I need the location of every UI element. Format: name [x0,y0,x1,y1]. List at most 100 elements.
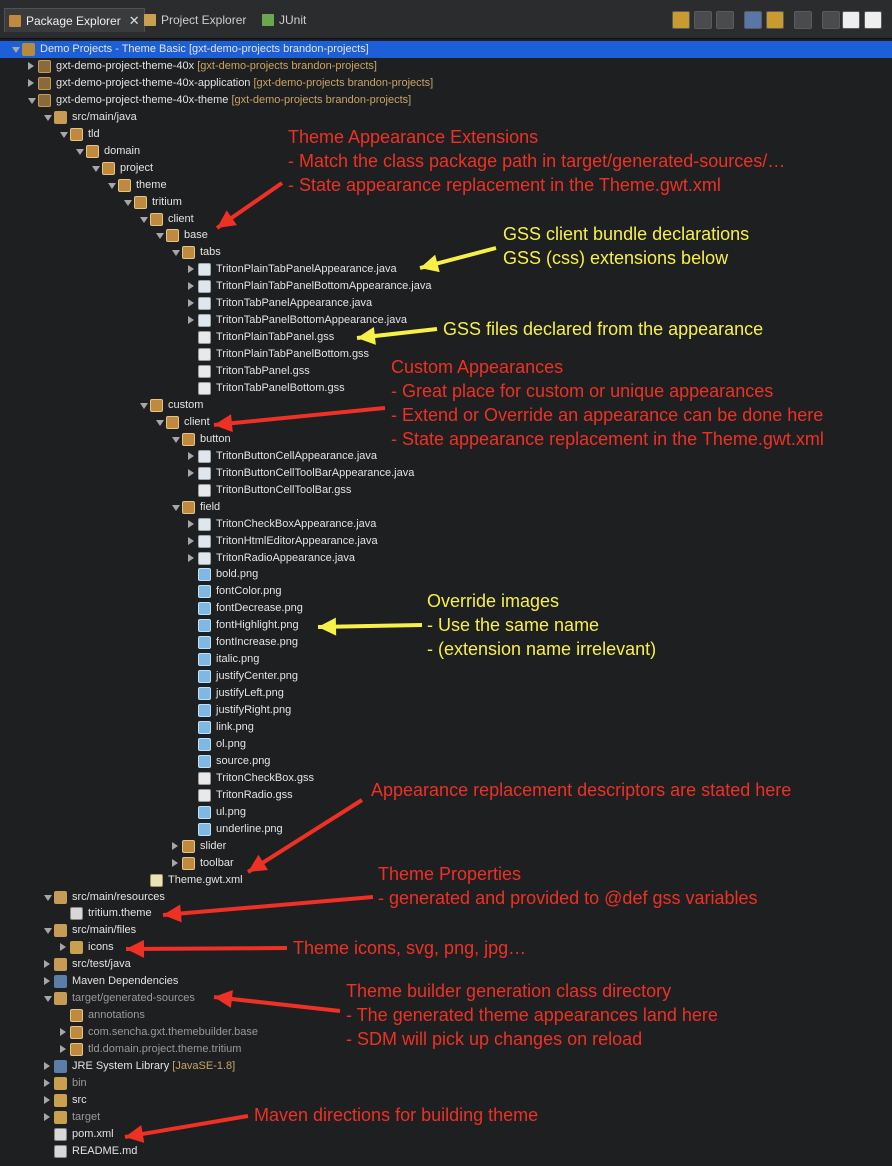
expand-right-arrow-icon[interactable] [188,553,194,562]
tree-row[interactable]: icons [0,939,892,956]
expand-right-arrow-icon[interactable] [188,299,194,308]
tree-row[interactable]: ul.png [0,804,892,821]
expand-right-arrow-icon[interactable] [188,265,194,274]
tree-row[interactable]: project [0,160,892,177]
expand-down-arrow-icon[interactable] [76,148,84,155]
tree-row[interactable]: Theme.gwt.xml [0,872,892,889]
tree-row[interactable]: domain [0,143,892,160]
expand-right-arrow-icon[interactable] [44,960,50,969]
tree-row[interactable]: base [0,227,892,244]
expand-down-arrow-icon[interactable] [44,928,52,935]
expand-down-arrow-icon[interactable] [172,436,180,443]
expand-right-arrow-icon[interactable] [44,1062,50,1070]
tree-row[interactable]: README.md [0,1143,892,1160]
expand-right-arrow-icon[interactable] [188,451,194,460]
tree-row[interactable]: fontDecrease.png [0,600,892,617]
expand-down-arrow-icon[interactable] [28,97,36,104]
tree-row[interactable]: field [0,499,892,516]
expand-right-arrow-icon[interactable] [44,977,50,986]
back-arrow-icon[interactable] [672,11,690,29]
collapse-all-icon[interactable] [744,11,762,29]
expand-down-arrow-icon[interactable] [140,402,148,409]
tree-row[interactable]: button [0,431,892,448]
tree-row[interactable]: justifyCenter.png [0,668,892,685]
tree-row[interactable]: fontColor.png [0,583,892,600]
expand-down-arrow-icon[interactable] [12,47,20,53]
tree-row[interactable]: toolbar [0,855,892,872]
tree-row[interactable]: gxt-demo-project-theme-40x-theme [gxt-de… [0,92,892,109]
expand-right-arrow-icon[interactable] [44,1112,50,1121]
tree-row[interactable]: TritonTabPanelBottomAppearance.java [0,312,892,329]
minimize-icon[interactable] [842,11,860,29]
expand-down-arrow-icon[interactable] [124,199,132,206]
close-icon[interactable]: ✕ [128,12,140,28]
expand-down-arrow-icon[interactable] [44,996,52,1003]
tree-row[interactable]: slider [0,838,892,855]
tree-row[interactable]: com.sencha.gxt.themebuilder.base [0,1024,892,1041]
tree-row[interactable]: src/main/files [0,922,892,939]
tree-row[interactable]: source.png [0,753,892,770]
tree-row[interactable]: src [0,1092,892,1109]
expand-down-arrow-icon[interactable] [172,504,180,511]
up-folder-icon[interactable] [716,11,734,29]
tree-row[interactable]: gxt-demo-project-theme-40x [gxt-demo-pro… [0,58,892,75]
tree-row[interactable]: Demo Projects - Theme Basic [gxt-demo-pr… [0,41,892,58]
tree-row[interactable]: client [0,211,892,228]
tab-junit[interactable]: JUnit [262,9,306,31]
tree-row[interactable]: TritonRadio.gss [0,787,892,804]
tree-row[interactable]: underline.png [0,821,892,838]
expand-down-arrow-icon[interactable] [44,114,52,121]
tree-row[interactable]: tritium.theme [0,905,892,922]
tree-row[interactable]: TritonPlainTabPanelAppearance.java [0,261,892,278]
expand-right-arrow-icon[interactable] [172,858,178,867]
expand-right-arrow-icon[interactable] [28,78,34,87]
link-with-editor-icon[interactable] [766,11,784,29]
tree-row[interactable]: TritonButtonCellAppearance.java [0,448,892,465]
forward-arrow-icon[interactable] [694,11,712,29]
tree-row[interactable]: TritonPlainTabPanel.gss [0,329,892,346]
tree-row[interactable]: TritonTabPanelAppearance.java [0,295,892,312]
tree-row[interactable]: tabs [0,244,892,261]
tree-row[interactable]: tritium [0,194,892,211]
tree-row[interactable]: custom [0,397,892,414]
focus-on-working-set-icon[interactable] [794,11,812,29]
tree-row[interactable]: link.png [0,719,892,736]
expand-down-arrow-icon[interactable] [44,894,52,901]
tree-row[interactable]: TritonButtonCellToolBar.gss [0,482,892,499]
tree-row[interactable]: Maven Dependencies [0,973,892,990]
tree-row[interactable]: JRE System Library [JavaSE-1.8] [0,1058,892,1075]
expand-right-arrow-icon[interactable] [188,468,194,477]
tree-row[interactable]: TritonRadioAppearance.java [0,550,892,567]
expand-right-arrow-icon[interactable] [60,1045,66,1054]
tree-row[interactable]: src/main/resources [0,889,892,906]
tab-package-explorer[interactable]: Package Explorer ✕ [4,8,145,32]
tree-row[interactable]: justifyRight.png [0,702,892,719]
tree-row[interactable]: TritonCheckBoxAppearance.java [0,516,892,533]
tree-row[interactable]: TritonPlainTabPanelBottom.gss [0,346,892,363]
expand-right-arrow-icon[interactable] [188,316,194,325]
tree-row[interactable]: justifyLeft.png [0,685,892,702]
tree-row[interactable]: target/generated-sources [0,990,892,1007]
tree-row[interactable]: TritonTabPanelBottom.gss [0,380,892,397]
tree-row[interactable]: italic.png [0,651,892,668]
tree-row[interactable]: pom.xml [0,1126,892,1143]
expand-right-arrow-icon[interactable] [172,841,178,850]
expand-right-arrow-icon[interactable] [188,536,194,545]
expand-right-arrow-icon[interactable] [188,282,194,291]
expand-down-arrow-icon[interactable] [60,131,68,138]
tree-row[interactable]: TritonTabPanel.gss [0,363,892,380]
tree-row[interactable]: TritonCheckBox.gss [0,770,892,787]
tree-row[interactable]: bold.png [0,566,892,583]
expand-right-arrow-icon[interactable] [60,943,66,952]
expand-down-arrow-icon[interactable] [156,419,164,426]
tree-row[interactable]: bin [0,1075,892,1092]
tree-row[interactable]: src/test/java [0,956,892,973]
expand-down-arrow-icon[interactable] [108,182,116,189]
view-menu-icon[interactable] [822,11,840,29]
expand-down-arrow-icon[interactable] [172,250,180,257]
expand-down-arrow-icon[interactable] [92,165,100,172]
tree-row[interactable]: fontIncrease.png [0,634,892,651]
tree-row[interactable]: TritonPlainTabPanelBottomAppearance.java [0,278,892,295]
expand-right-arrow-icon[interactable] [28,61,34,70]
tree-row[interactable]: TritonButtonCellToolBarAppearance.java [0,465,892,482]
